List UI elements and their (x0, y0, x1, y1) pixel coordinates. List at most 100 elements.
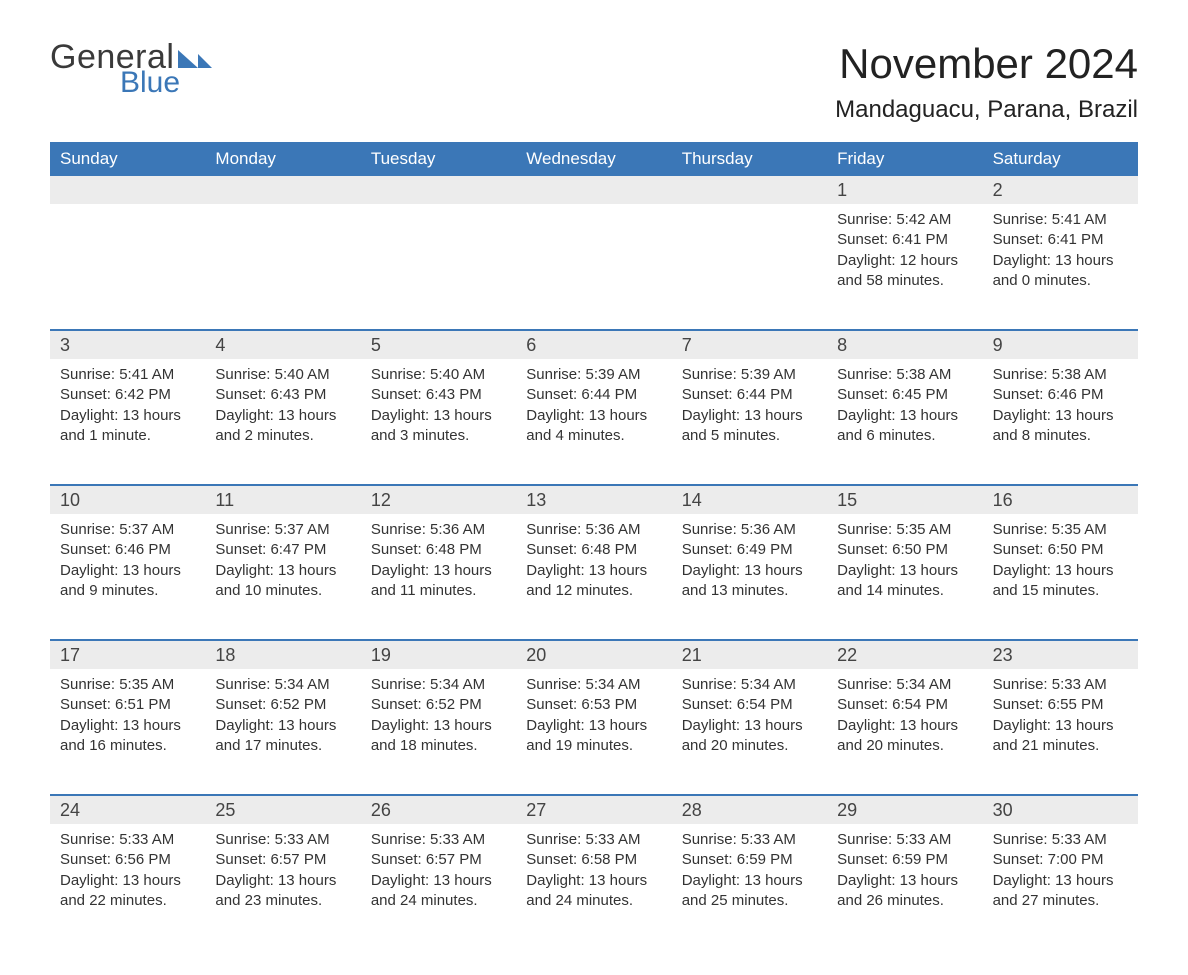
week-row: 24252627282930Sunrise: 5:33 AMSunset: 6:… (50, 794, 1138, 935)
month-title: November 2024 (835, 40, 1138, 88)
sunrise-line: Sunrise: 5:34 AM (215, 675, 350, 695)
day-number: 20 (516, 641, 671, 669)
day-cell: Sunrise: 5:33 AMSunset: 6:55 PMDaylight:… (983, 669, 1138, 780)
daylight-line: Daylight: 13 hours and 19 minutes. (526, 716, 661, 757)
sunrise-line: Sunrise: 5:35 AM (60, 675, 195, 695)
sunset-line: Sunset: 6:43 PM (215, 385, 350, 405)
day-cell: Sunrise: 5:40 AMSunset: 6:43 PMDaylight:… (205, 359, 360, 470)
day-cell: Sunrise: 5:33 AMSunset: 6:59 PMDaylight:… (672, 824, 827, 935)
day-number: 19 (361, 641, 516, 669)
daylight-line: Daylight: 13 hours and 1 minute. (60, 406, 195, 447)
sunrise-line: Sunrise: 5:36 AM (371, 520, 506, 540)
day-number: 16 (983, 486, 1138, 514)
sunrise-line: Sunrise: 5:39 AM (682, 365, 817, 385)
sunset-line: Sunset: 6:55 PM (993, 695, 1128, 715)
day-number (516, 176, 671, 204)
sunrise-line: Sunrise: 5:39 AM (526, 365, 661, 385)
sunset-line: Sunset: 6:42 PM (60, 385, 195, 405)
day-number: 21 (672, 641, 827, 669)
day-number: 29 (827, 796, 982, 824)
daylight-line: Daylight: 13 hours and 12 minutes. (526, 561, 661, 602)
sunset-line: Sunset: 6:59 PM (837, 850, 972, 870)
sunrise-line: Sunrise: 5:36 AM (526, 520, 661, 540)
sunrise-line: Sunrise: 5:35 AM (993, 520, 1128, 540)
sunrise-line: Sunrise: 5:34 AM (371, 675, 506, 695)
day-number (50, 176, 205, 204)
daylight-line: Daylight: 13 hours and 11 minutes. (371, 561, 506, 602)
day-number: 14 (672, 486, 827, 514)
daylight-line: Daylight: 13 hours and 24 minutes. (371, 871, 506, 912)
sunset-line: Sunset: 6:53 PM (526, 695, 661, 715)
day-cell: Sunrise: 5:35 AMSunset: 6:50 PMDaylight:… (983, 514, 1138, 625)
daylight-line: Daylight: 13 hours and 14 minutes. (837, 561, 972, 602)
daylight-line: Daylight: 13 hours and 3 minutes. (371, 406, 506, 447)
sunrise-line: Sunrise: 5:37 AM (60, 520, 195, 540)
sunset-line: Sunset: 6:51 PM (60, 695, 195, 715)
daylight-line: Daylight: 13 hours and 23 minutes. (215, 871, 350, 912)
day-number (205, 176, 360, 204)
daylight-line: Daylight: 13 hours and 6 minutes. (837, 406, 972, 447)
day-cell: Sunrise: 5:39 AMSunset: 6:44 PMDaylight:… (672, 359, 827, 470)
day-cell (205, 204, 360, 315)
daylight-line: Daylight: 13 hours and 25 minutes. (682, 871, 817, 912)
day-cell: Sunrise: 5:36 AMSunset: 6:48 PMDaylight:… (516, 514, 671, 625)
location: Mandaguacu, Parana, Brazil (835, 96, 1138, 124)
day-number: 5 (361, 331, 516, 359)
day-cell: Sunrise: 5:34 AMSunset: 6:53 PMDaylight:… (516, 669, 671, 780)
title-block: November 2024 Mandaguacu, Parana, Brazil (835, 40, 1138, 124)
week-row: 3456789Sunrise: 5:41 AMSunset: 6:42 PMDa… (50, 329, 1138, 470)
sunrise-line: Sunrise: 5:33 AM (682, 830, 817, 850)
day-cell: Sunrise: 5:35 AMSunset: 6:50 PMDaylight:… (827, 514, 982, 625)
day-number: 10 (50, 486, 205, 514)
day-cell: Sunrise: 5:33 AMSunset: 6:58 PMDaylight:… (516, 824, 671, 935)
day-cell (672, 204, 827, 315)
daylight-line: Daylight: 13 hours and 0 minutes. (993, 251, 1128, 292)
sunrise-line: Sunrise: 5:40 AM (371, 365, 506, 385)
day-cell (516, 204, 671, 315)
sunset-line: Sunset: 6:43 PM (371, 385, 506, 405)
day-cell: Sunrise: 5:42 AMSunset: 6:41 PMDaylight:… (827, 204, 982, 315)
sunset-line: Sunset: 6:57 PM (371, 850, 506, 870)
day-cell (50, 204, 205, 315)
day-number: 18 (205, 641, 360, 669)
day-number: 6 (516, 331, 671, 359)
logo-word-blue: Blue (120, 68, 212, 98)
day-number: 26 (361, 796, 516, 824)
sunset-line: Sunset: 7:00 PM (993, 850, 1128, 870)
sunset-line: Sunset: 6:59 PM (682, 850, 817, 870)
daylight-line: Daylight: 13 hours and 20 minutes. (682, 716, 817, 757)
daylight-line: Daylight: 13 hours and 8 minutes. (993, 406, 1128, 447)
dow-friday: Friday (827, 142, 982, 176)
sunset-line: Sunset: 6:47 PM (215, 540, 350, 560)
daylight-line: Daylight: 13 hours and 15 minutes. (993, 561, 1128, 602)
day-cell (361, 204, 516, 315)
sunset-line: Sunset: 6:44 PM (526, 385, 661, 405)
sunrise-line: Sunrise: 5:36 AM (682, 520, 817, 540)
day-number: 2 (983, 176, 1138, 204)
daylight-line: Daylight: 13 hours and 27 minutes. (993, 871, 1128, 912)
daylight-line: Daylight: 13 hours and 24 minutes. (526, 871, 661, 912)
sunset-line: Sunset: 6:50 PM (993, 540, 1128, 560)
sunrise-line: Sunrise: 5:37 AM (215, 520, 350, 540)
daylight-line: Daylight: 13 hours and 16 minutes. (60, 716, 195, 757)
sunrise-line: Sunrise: 5:41 AM (60, 365, 195, 385)
sunrise-line: Sunrise: 5:34 AM (837, 675, 972, 695)
day-number: 24 (50, 796, 205, 824)
day-cell: Sunrise: 5:37 AMSunset: 6:46 PMDaylight:… (50, 514, 205, 625)
daylight-line: Daylight: 13 hours and 26 minutes. (837, 871, 972, 912)
day-number: 4 (205, 331, 360, 359)
day-number: 27 (516, 796, 671, 824)
daylight-line: Daylight: 13 hours and 18 minutes. (371, 716, 506, 757)
daynum-row: 24252627282930 (50, 796, 1138, 824)
day-number: 23 (983, 641, 1138, 669)
day-cell: Sunrise: 5:33 AMSunset: 6:59 PMDaylight:… (827, 824, 982, 935)
sunset-line: Sunset: 6:48 PM (371, 540, 506, 560)
daynum-row: 12 (50, 176, 1138, 204)
sunrise-line: Sunrise: 5:41 AM (993, 210, 1128, 230)
day-cell: Sunrise: 5:36 AMSunset: 6:49 PMDaylight:… (672, 514, 827, 625)
sunrise-line: Sunrise: 5:35 AM (837, 520, 972, 540)
sunrise-line: Sunrise: 5:33 AM (993, 830, 1128, 850)
sunrise-line: Sunrise: 5:33 AM (526, 830, 661, 850)
week-row: 12Sunrise: 5:42 AMSunset: 6:41 PMDayligh… (50, 176, 1138, 315)
sunset-line: Sunset: 6:56 PM (60, 850, 195, 870)
